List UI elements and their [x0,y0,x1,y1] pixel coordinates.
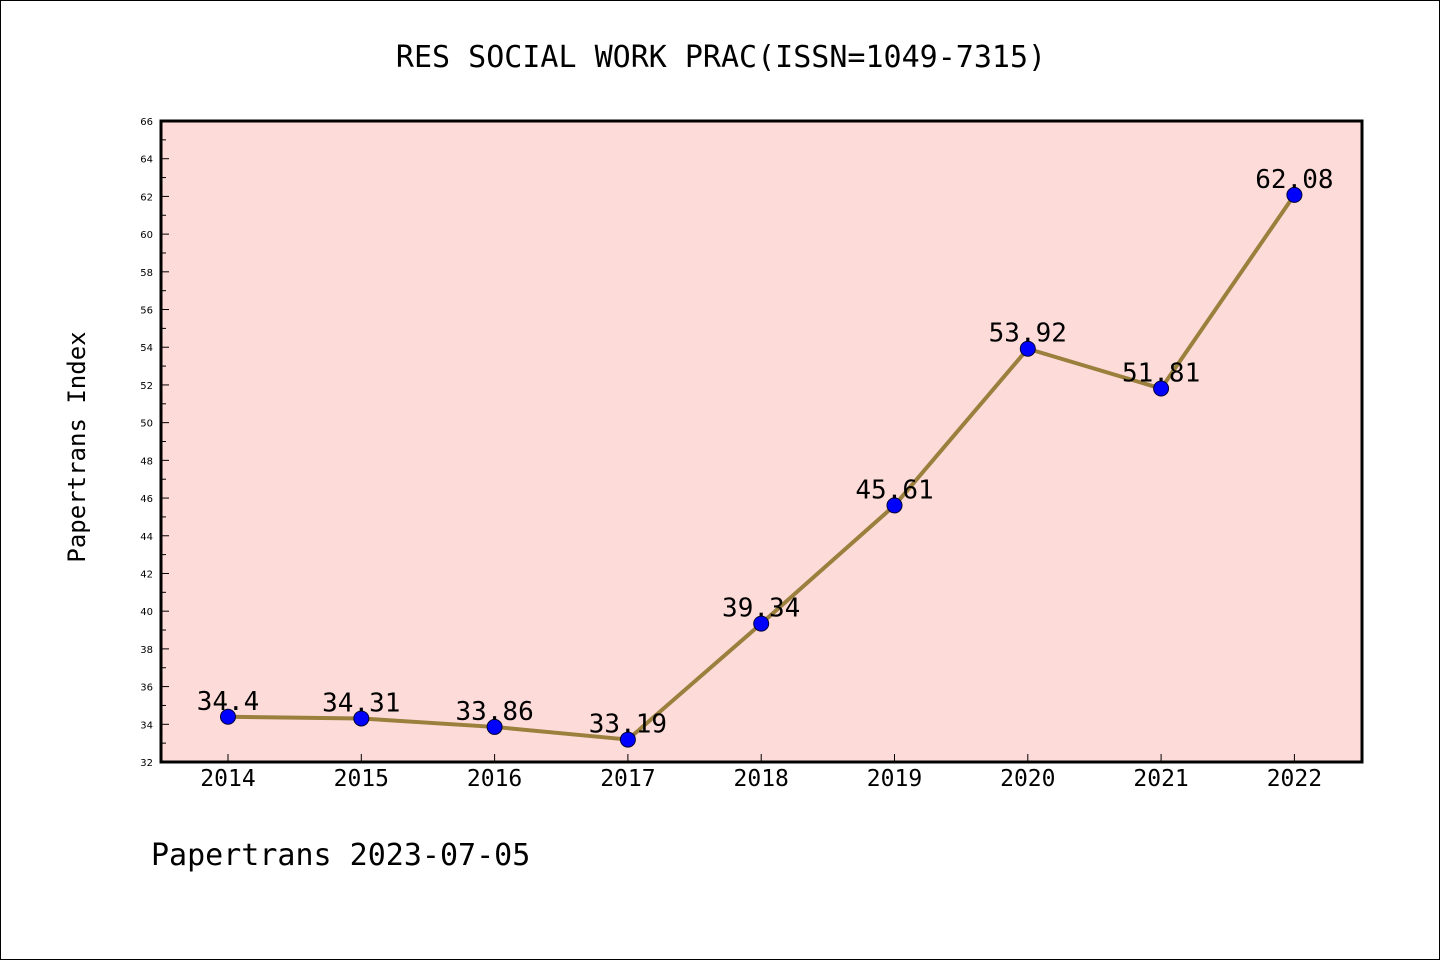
data-label: 33.19 [589,710,667,740]
y-tick-label: 52 [140,381,153,392]
y-tick-label: 66 [140,117,153,128]
data-label: 51.81 [1122,359,1200,389]
data-label: 34.4 [197,687,260,717]
y-tick-label: 38 [140,645,153,656]
x-tick-label: 2019 [867,766,922,792]
x-tick-label: 2020 [1000,766,1055,792]
y-tick-label: 50 [140,419,153,430]
x-tick-label: 2021 [1133,766,1188,792]
x-tick-label: 2022 [1267,766,1322,792]
plot-area [159,119,1364,764]
data-label: 62.08 [1255,165,1333,195]
footer-stamp: Papertrans 2023-07-05 [151,838,530,873]
y-tick-label: 64 [140,155,153,166]
y-tick-label: 40 [140,607,153,618]
y-tick-label: 36 [140,683,153,694]
data-point-marker [1153,380,1170,397]
data-label: 33.86 [455,697,533,727]
data-point-marker [1286,186,1303,203]
x-tick-label: 2016 [467,766,522,792]
data-point-marker [886,497,903,514]
data-point-marker [619,731,636,748]
data-label: 53.92 [989,319,1067,349]
data-label: 34.31 [322,688,400,718]
y-tick-label: 60 [140,230,153,241]
y-axis-ticks: 32 34 36 38 40 42 44 46 48 50 52 54 56 58 60 62 64 66 [140,117,169,769]
x-tick-label: 2015 [334,766,389,792]
y-tick-label: 56 [140,306,153,317]
y-tick-label: 44 [140,532,153,543]
data-point-marker [353,710,370,727]
data-labels: 34.4 34.31 33.86 33.19 39.34 45.61 53.92 51.81 6… [197,165,1334,740]
series-markers [220,186,1303,748]
y-tick-label: 32 [140,758,153,769]
y-tick-label: 54 [140,343,153,354]
x-axis-ticks: 2014 2015 2016 2017 2018 2019 2020 2021 2022 [200,754,1322,792]
y-tick-label: 62 [140,192,153,203]
data-point-marker [220,708,236,725]
data-label: 39.34 [722,594,800,624]
data-point-marker [753,615,770,632]
y-tick-label: 48 [140,456,153,467]
y-tick-label: 58 [140,268,153,279]
x-tick-label: 2017 [600,766,655,792]
data-point-marker [486,718,503,735]
chart-title: RES SOCIAL WORK PRAC(ISSN=1049-7315) [396,40,1046,75]
x-tick-label: 2018 [734,766,789,792]
x-tick-label: 2014 [200,766,255,792]
data-label: 45.61 [855,475,933,505]
y-axis-label: Papertrans Index [63,331,91,562]
data-point-marker [1019,340,1036,357]
y-tick-label: 42 [140,569,153,580]
y-tick-label: 46 [140,494,153,505]
y-tick-label: 34 [140,720,153,731]
